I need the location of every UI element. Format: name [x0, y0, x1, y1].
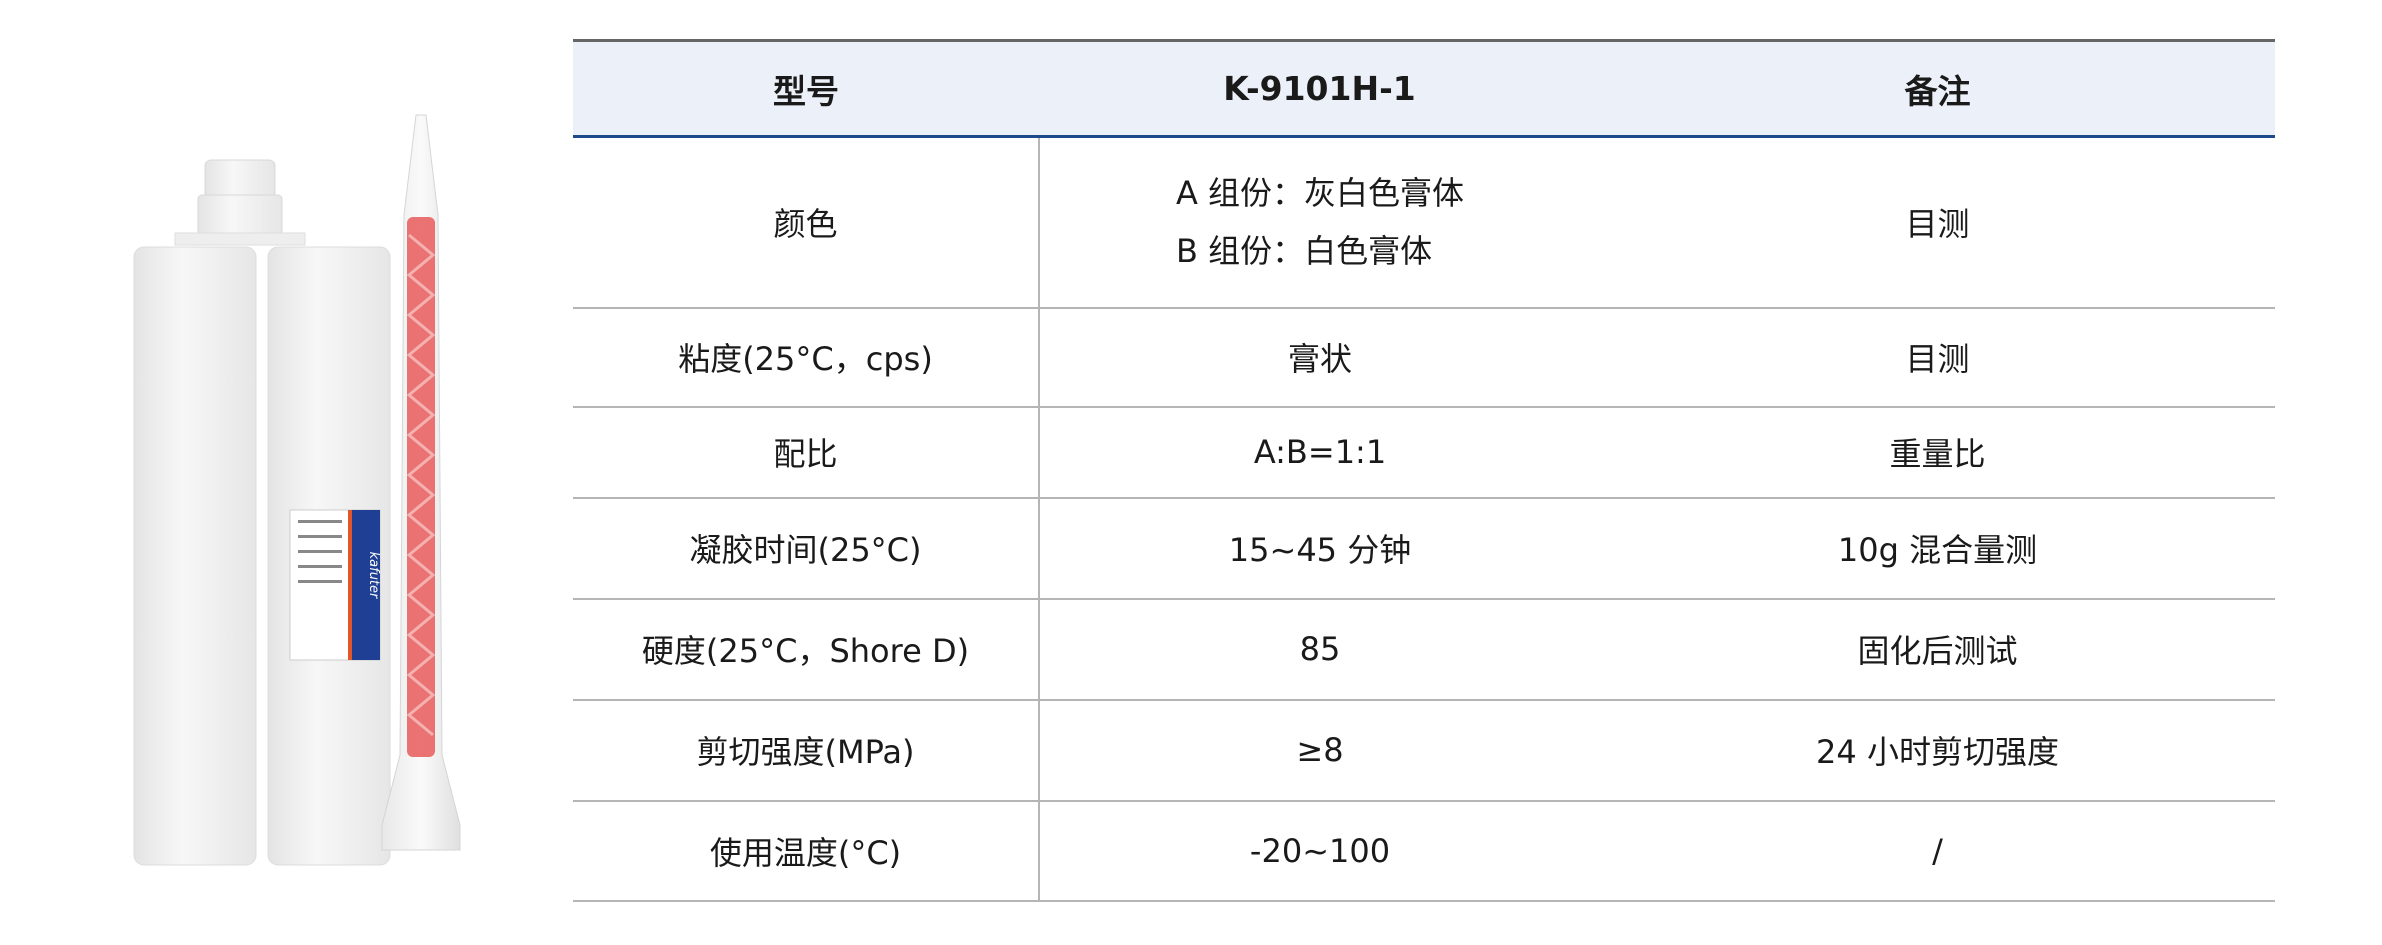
cell-value: ≥8: [1296, 731, 1344, 769]
header-model: 型号: [773, 71, 839, 111]
table-row: 配比 A:B=1:1 重量比: [573, 406, 2275, 498]
table-row: 使用温度(°C) -20~100 /: [573, 800, 2275, 901]
cell-property: 硬度(25°C，Shore D): [573, 598, 1040, 700]
static-mixer-nozzle: [381, 114, 461, 851]
value-line: B 组份：白色膏体: [1175, 232, 1433, 271]
cell-note: 目测: [1905, 340, 1970, 378]
cell-note: 固化后测试: [1857, 632, 2018, 670]
product-image: kafuter: [133, 114, 461, 866]
table-row: 剪切强度(MPa) ≥8 24 小时剪切强度: [573, 699, 2275, 801]
cell-note: 重量比: [1889, 435, 1986, 473]
table-row: 硬度(25°C，Shore D) 85 固化后测试: [573, 598, 2275, 700]
table-row: 颜色 A 组份：灰白色膏体 B 组份：白色膏体 目测: [573, 136, 2275, 308]
header-product: K-9101H-1: [1223, 69, 1416, 108]
cell-property: 使用温度(°C): [573, 800, 1040, 901]
cell-value: 85: [1299, 630, 1341, 668]
cell-value: -20~100: [1249, 831, 1391, 870]
spec-table: 型号 K-9101H-1 备注 颜色 A 组份：灰白色膏体 B 组份：白色膏体 目…: [573, 39, 2275, 902]
table-row: 粘度(25°C，cps) 膏状 目测: [573, 307, 2275, 407]
cell-note: /: [1932, 831, 1943, 870]
cell-value: A:B=1:1: [1253, 433, 1387, 471]
label-logo: kafuter: [366, 552, 381, 600]
cell-value: 膏状: [1287, 340, 1352, 378]
cell-note: 目测: [1905, 205, 1970, 244]
cell-value: A 组份：灰白色膏体 B 组份：白色膏体: [1039, 137, 1600, 308]
cell-property: 颜色: [573, 136, 1040, 308]
cartridge: kafuter: [133, 159, 391, 866]
table-row: 凝胶时间(25°C) 15~45 分钟 10g 混合量测: [573, 497, 2275, 599]
cell-property: 凝胶时间(25°C): [573, 497, 1040, 599]
cell-value: 15~45 分钟: [1228, 531, 1412, 569]
cell-property: 剪切强度(MPa): [573, 699, 1040, 801]
cell-note: 10g 混合量测: [1837, 531, 2038, 569]
cell-property: 配比: [573, 406, 1040, 498]
header-note: 备注: [1904, 71, 1971, 111]
value-line: A 组份：灰白色膏体: [1175, 174, 1465, 213]
table-header-row: 型号 K-9101H-1 备注: [573, 40, 2275, 137]
cell-note: 24 小时剪切强度: [1816, 733, 2059, 771]
cell-property: 粘度(25°C，cps): [573, 307, 1040, 407]
